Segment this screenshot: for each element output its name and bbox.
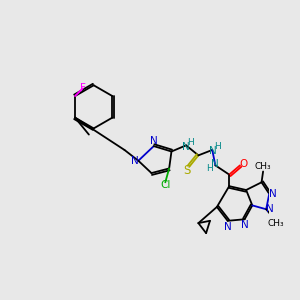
Text: N: N (150, 136, 158, 146)
Text: S: S (183, 164, 190, 177)
Text: H: H (206, 164, 213, 173)
Text: N: N (131, 156, 139, 166)
Text: CH₃: CH₃ (255, 162, 272, 171)
Text: N: N (224, 222, 232, 232)
Text: Cl: Cl (160, 180, 170, 190)
Text: N: N (266, 204, 274, 214)
Text: H: H (187, 138, 194, 147)
Text: N: N (269, 189, 277, 199)
Text: H: H (214, 142, 221, 152)
Text: F: F (80, 83, 86, 93)
Text: O: O (240, 159, 248, 169)
Text: N: N (182, 142, 190, 152)
Text: N: N (241, 220, 248, 230)
Text: CH₃: CH₃ (267, 219, 284, 228)
Text: N: N (211, 159, 218, 169)
Text: N: N (209, 146, 217, 157)
